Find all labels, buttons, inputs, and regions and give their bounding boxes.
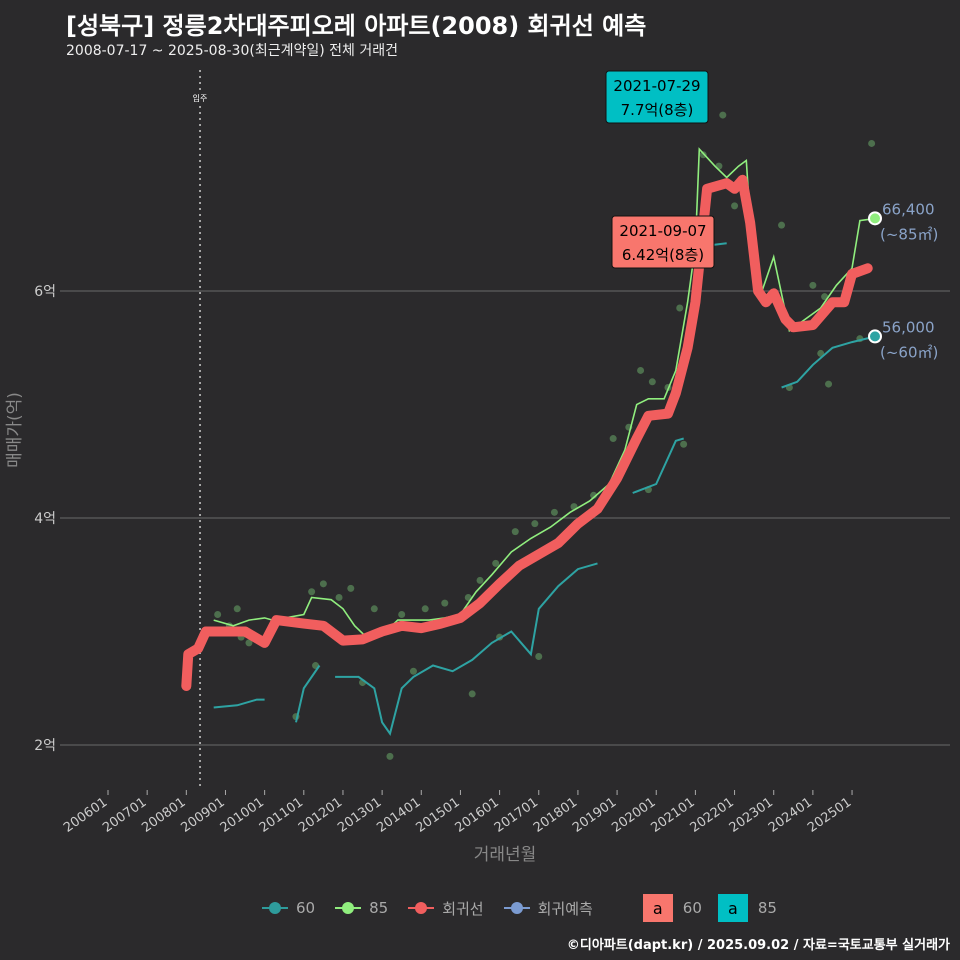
x-tick-label: 200901 [179,795,228,836]
x-tick-label: 201201 [296,795,345,836]
scatter-point [778,221,786,229]
y-axis-title: 매매가(억) [5,392,25,468]
legend-item-forecast: 회귀예측 [503,898,593,919]
legend-label: 60 [296,899,316,917]
scatter-point [609,435,617,443]
scatter-point [370,605,378,613]
x-tick-label: 201701 [492,795,541,836]
x-tick-label: 201801 [531,795,580,836]
x-tick-label: 200701 [100,795,149,836]
scatter-point [825,380,833,388]
annotation-value: 7.7억(8층) [621,101,694,119]
x-tick-label: 202501 [805,795,854,836]
legend-item-60: 60 [262,899,315,917]
x-tick-label: 201001 [218,795,267,836]
legend-box-icon: a [717,894,748,922]
scatter-point [441,599,449,607]
scatter-point [398,610,406,618]
legend: 60 85 회귀선 회귀예측 a 60 a 85 [262,894,777,922]
scatter-point [409,667,417,675]
annotation-box [611,215,715,269]
legend-label: 85 [757,899,777,917]
endpoint-60 [868,329,882,344]
legend-marker-icon [503,901,530,915]
x-tick-label: 202301 [727,795,776,836]
x-tick-label: 201601 [453,795,502,836]
scatter-point [731,202,739,210]
x-tick-label: 201501 [413,795,462,836]
x-tick-label: 202101 [648,795,697,836]
scatter-point [233,605,241,613]
scatter-point [319,580,327,588]
scatter-point [817,349,825,357]
x-tick-label: 202001 [609,795,658,836]
legend-marker-icon [408,901,435,915]
x-tick-label: 202201 [688,795,737,836]
scatter-point [421,605,429,613]
scatter-point [637,366,645,374]
footer-credit: ©디아파트(dapt.kr) / 2025.09.02 / 자료=국토교통부 실… [566,938,950,953]
annotation-date: 2021-07-29 [613,77,700,95]
end-label-area: (~60㎡) [880,343,938,361]
scatter-point [511,528,519,536]
legend-box-icon: a [642,894,673,922]
scatter-point [347,584,355,592]
y-tick-label: 4억 [34,511,56,527]
y-tick-label: 6억 [34,284,56,300]
scatter-point [245,639,253,647]
legend-label: 85 [369,899,389,917]
scatter-point [531,520,539,528]
annotation-box [605,70,709,124]
scatter-point [868,139,876,147]
scatter-point [476,576,484,584]
end-label-price: 56,000 [882,318,935,336]
x-tick-label: 202401 [766,795,815,836]
legend-label: 회귀예측 [537,899,593,918]
scatter-point [809,281,817,289]
legend-label: 60 [682,899,702,917]
move-in-label: 입주 [193,94,208,103]
scatter-point [676,304,684,312]
scatter-point [386,752,394,760]
scatter-point [468,690,476,698]
x-tick-label: 201901 [570,795,619,836]
scatter-point [492,559,500,567]
x-tick-label: 200801 [139,795,188,836]
y-tick-label: 2억 [34,738,56,754]
series-85-line [213,147,876,639]
annotation-value: 6.42억(8층) [622,246,704,264]
chart-title: [성북구] 정릉2차대주피오레 아파트(2008) 회귀선 예측 [66,12,647,40]
scatter-point [550,508,558,516]
scatter-point [535,652,543,660]
x-axis-title: 거래년월 [474,845,537,865]
x-tick-label: 200601 [61,795,110,836]
scatter-point [335,593,343,601]
regression-line [181,174,873,691]
scatter-point [680,440,688,448]
end-label-area: (~85㎡) [880,225,938,243]
x-tick-label: 201101 [257,795,306,836]
scatter-point [214,610,222,618]
annotation-date: 2021-09-07 [619,222,706,240]
series-60-line [213,242,876,736]
scatter-point [699,151,707,159]
chart-subtitle: 2008-07-17 ~ 2025-08-30(최근계약일) 전체 거래건 [66,43,398,59]
scatter-point [719,111,727,119]
x-tick-label: 201401 [374,795,423,836]
scatter-point [308,588,316,596]
legend-item-85: 85 [335,899,388,917]
endpoint-85 [868,211,882,226]
move-in-label-bg [191,92,210,104]
legend-item-regression: 회귀선 [408,898,484,919]
x-tick-label: 201301 [335,795,384,836]
legend-marker-icon [262,901,288,915]
end-label-price: 66,400 [882,200,935,218]
legend-label: 회귀선 [442,899,484,918]
legend-marker-icon [335,901,362,915]
scatter-point [648,378,656,386]
